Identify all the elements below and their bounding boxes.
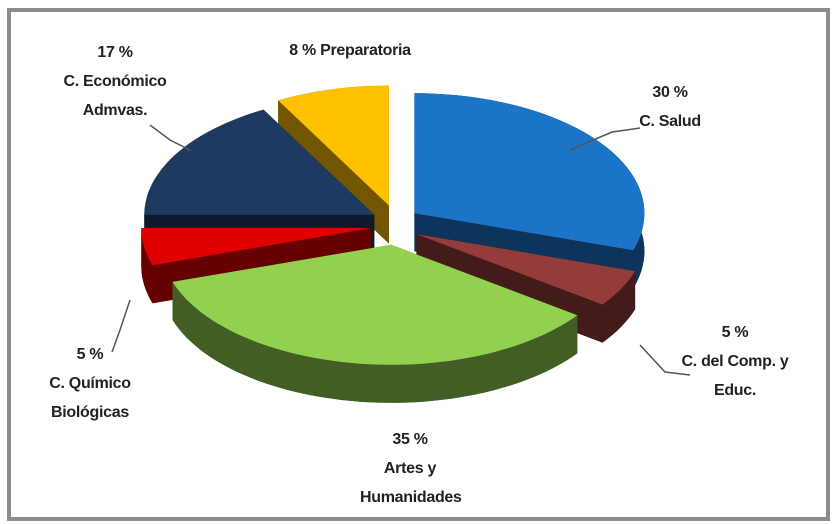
slice-side [141,228,153,304]
slice [141,228,372,266]
leader-line [639,344,691,376]
slice-side [172,281,578,403]
leader-line [569,127,641,151]
slice-label: 5 % C. del Comp. y Educ. [660,318,810,405]
slice-label: 30 % C. Salud [600,78,740,136]
slice [172,244,578,365]
slice-label: 17 % C. Económico Admvas. [40,38,190,125]
leader-lines [111,124,691,376]
value-label: 30 % [652,84,688,101]
value-label: 17 % [97,44,133,61]
slice-label: 5 % C. Químico Biológicas [30,340,150,427]
category-label: C. Económico Admvas. [63,73,167,119]
slice-label: 8 % Preparatoria [250,36,450,65]
value-label: 35 % [392,431,428,448]
value-label: 5 % [721,324,749,341]
category-label: Artes y Humanidades [360,460,462,506]
slice [144,109,375,215]
category-label: C. Químico Biológicas [49,375,131,421]
slice [414,93,645,251]
category-label: C. Salud [639,113,701,130]
category-label: C. del Comp. y Educ. [681,353,789,399]
leader-line [111,299,131,353]
value-label: 8 % [289,42,316,59]
pie [141,85,645,403]
category-label: Preparatoria [320,42,411,59]
slice [278,85,389,206]
slice [416,234,636,305]
value-label: 5 % [76,346,104,363]
leader-line [149,124,191,151]
slice-side [602,271,636,343]
slice-label: 35 % Artes y Humanidades [330,425,490,512]
